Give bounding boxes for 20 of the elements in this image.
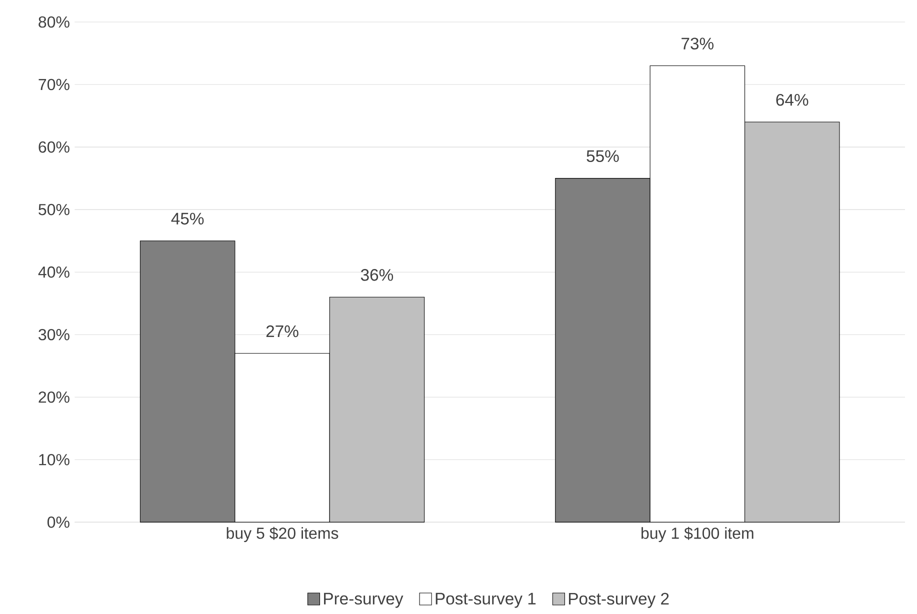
- y-tick-label: 0%: [47, 516, 70, 528]
- x-tick-label: buy 1 $100 item: [642, 526, 754, 542]
- data-label: 45%: [171, 212, 204, 224]
- y-tick-label: 30%: [38, 328, 70, 340]
- data-label: 55%: [586, 150, 619, 162]
- y-tick-label: 20%: [38, 391, 70, 403]
- y-tick-label: 50%: [38, 204, 70, 216]
- data-label: 36%: [360, 268, 394, 281]
- y-tick-label: 70%: [38, 78, 70, 90]
- y-tick-label: 10%: [39, 454, 70, 466]
- y-tick-label: 60%: [38, 141, 70, 153]
- y-tick-label: 80%: [38, 16, 70, 28]
- legend-label: Pre-survey: [324, 592, 404, 608]
- y-tick-label: 40%: [38, 266, 70, 278]
- data-label: 27%: [266, 325, 298, 337]
- x-tick-label: buy 5 $20 items: [226, 526, 338, 542]
- data-label: 73%: [682, 38, 714, 50]
- data-label: 64%: [776, 94, 808, 106]
- legend-label: Post-survey 1: [436, 592, 536, 608]
- legend-label: Post-survey 2: [568, 592, 669, 608]
